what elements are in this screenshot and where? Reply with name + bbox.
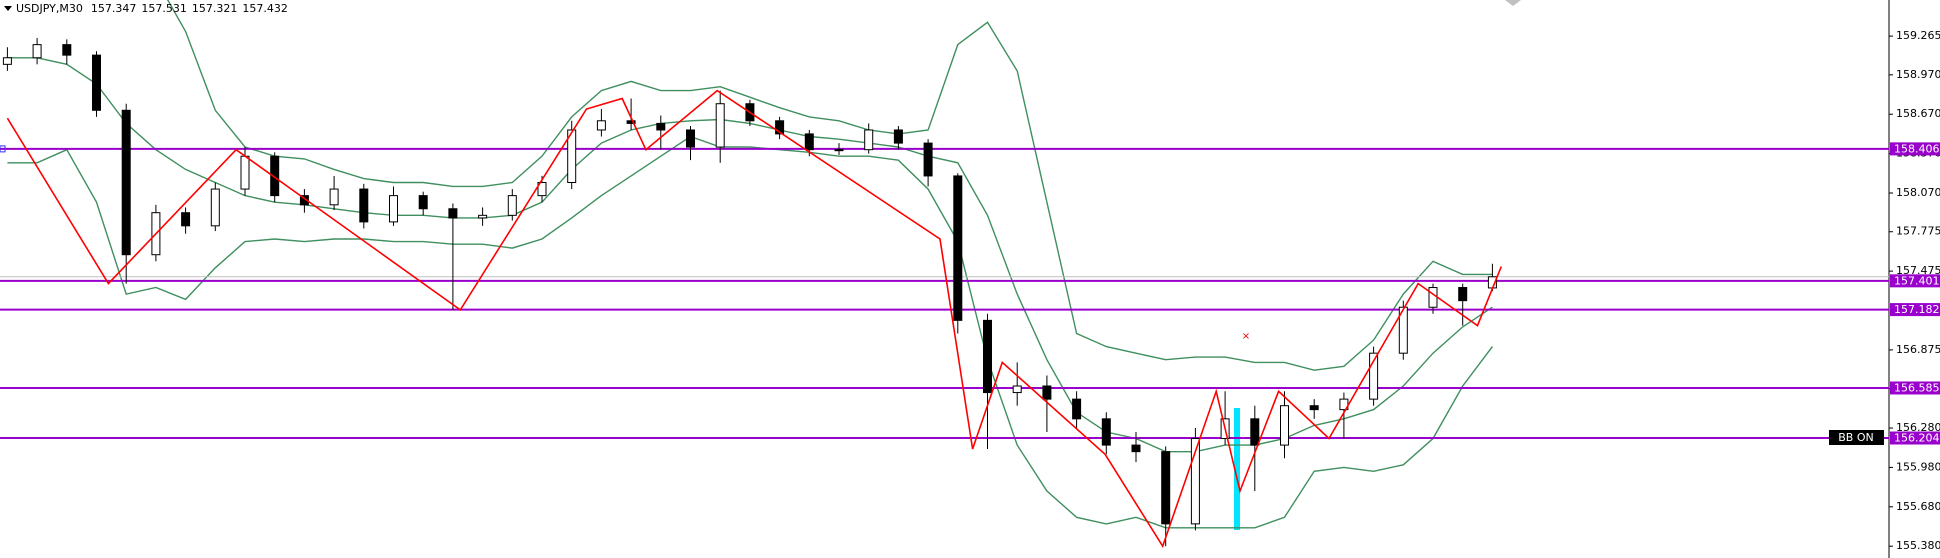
candle-body bbox=[448, 208, 458, 219]
candle-body bbox=[1250, 418, 1260, 446]
candle-body bbox=[596, 120, 606, 131]
y-tick-label: 157.775 bbox=[1896, 225, 1940, 238]
candle-body bbox=[804, 133, 814, 151]
level-label-box bbox=[1890, 142, 1940, 156]
candle-body bbox=[1072, 398, 1082, 420]
candle-body bbox=[656, 122, 666, 131]
header-ohlc: 157.321 bbox=[192, 2, 238, 15]
plot-area bbox=[0, 0, 1889, 549]
candle-body bbox=[121, 109, 131, 256]
candle-body bbox=[181, 212, 191, 227]
cross-marker: × bbox=[1242, 331, 1250, 342]
candle-body bbox=[389, 195, 398, 223]
chart-header: USDJPY,M30 bbox=[4, 2, 83, 15]
candle-body bbox=[507, 195, 517, 216]
candle-body bbox=[270, 155, 280, 197]
candle-body bbox=[478, 214, 488, 219]
candle-body bbox=[299, 195, 309, 206]
candle-body bbox=[923, 142, 933, 177]
level-label: 157.182 bbox=[1894, 303, 1940, 316]
candle-body bbox=[1309, 405, 1319, 411]
candle-body bbox=[62, 44, 72, 56]
candle-body bbox=[864, 129, 874, 151]
y-tick-label: 156.875 bbox=[1896, 343, 1940, 356]
candle-body bbox=[1458, 287, 1468, 302]
highlight-bar bbox=[1234, 408, 1240, 530]
indicator-badge bbox=[1829, 429, 1884, 445]
candle-body bbox=[1398, 306, 1408, 354]
bollinger-band bbox=[7, 135, 1493, 529]
header-ohlc: 157.432 bbox=[242, 2, 288, 15]
candle-body bbox=[1042, 385, 1052, 400]
y-tick-label: 155.380 bbox=[1896, 539, 1940, 552]
candle-body bbox=[1369, 352, 1379, 400]
y-tick-label: 158.670 bbox=[1896, 107, 1940, 120]
level-label: 158.406 bbox=[1894, 142, 1940, 155]
y-tick-label: 155.680 bbox=[1896, 500, 1940, 513]
level-label-box bbox=[1890, 431, 1940, 445]
shift-marker bbox=[1505, 0, 1521, 6]
level-label: 157.401 bbox=[1894, 274, 1940, 287]
candle-body bbox=[567, 129, 577, 183]
candle-body bbox=[418, 195, 428, 210]
y-tick-label: 155.980 bbox=[1896, 460, 1940, 473]
y-tick-label: 158.070 bbox=[1896, 186, 1940, 199]
candle-body bbox=[715, 103, 725, 148]
candle-body bbox=[329, 188, 339, 206]
level-handle bbox=[0, 145, 6, 153]
candle-body bbox=[1131, 444, 1141, 453]
y-tick-label: 157.475 bbox=[1896, 264, 1940, 277]
candle-body bbox=[1280, 405, 1289, 446]
header-arrow bbox=[4, 6, 12, 11]
y-tick-label: 156.280 bbox=[1896, 421, 1940, 434]
indicator-label: BB ON bbox=[1838, 431, 1873, 444]
candle-body bbox=[953, 175, 963, 321]
candle-body bbox=[626, 120, 636, 124]
y-tick-label: 158.970 bbox=[1896, 68, 1940, 81]
header-ohlc: 157.347 bbox=[91, 2, 137, 15]
candle-body bbox=[983, 319, 992, 394]
candle-body bbox=[537, 181, 547, 197]
symbol-label: USDJPY,M30 bbox=[16, 2, 83, 15]
candle-body bbox=[240, 155, 250, 190]
zigzag-line bbox=[6, 89, 1503, 549]
y-tick-label: 159.265 bbox=[1896, 29, 1940, 42]
level-label-box bbox=[1890, 274, 1940, 288]
candle-body bbox=[1012, 385, 1022, 394]
level-label-box bbox=[1890, 303, 1940, 317]
level-label: 156.585 bbox=[1894, 381, 1940, 394]
candle-body bbox=[834, 149, 844, 152]
bollinger-band bbox=[166, 0, 1493, 371]
level-label: 156.204 bbox=[1894, 431, 1940, 444]
candle-body bbox=[210, 188, 220, 227]
candle-body bbox=[1428, 287, 1438, 308]
candle-body bbox=[2, 57, 12, 65]
candle-body bbox=[775, 120, 785, 135]
candle-body bbox=[893, 129, 903, 144]
level-label-box bbox=[1890, 381, 1940, 395]
candle-body bbox=[1101, 418, 1111, 446]
header-ohlc: 157.531 bbox=[141, 2, 187, 15]
candle-body bbox=[359, 188, 369, 223]
candle-body bbox=[1161, 451, 1171, 525]
candle-body bbox=[686, 129, 695, 148]
candle-body bbox=[92, 54, 101, 111]
candle-body bbox=[1190, 438, 1200, 525]
candle-body bbox=[32, 44, 42, 59]
